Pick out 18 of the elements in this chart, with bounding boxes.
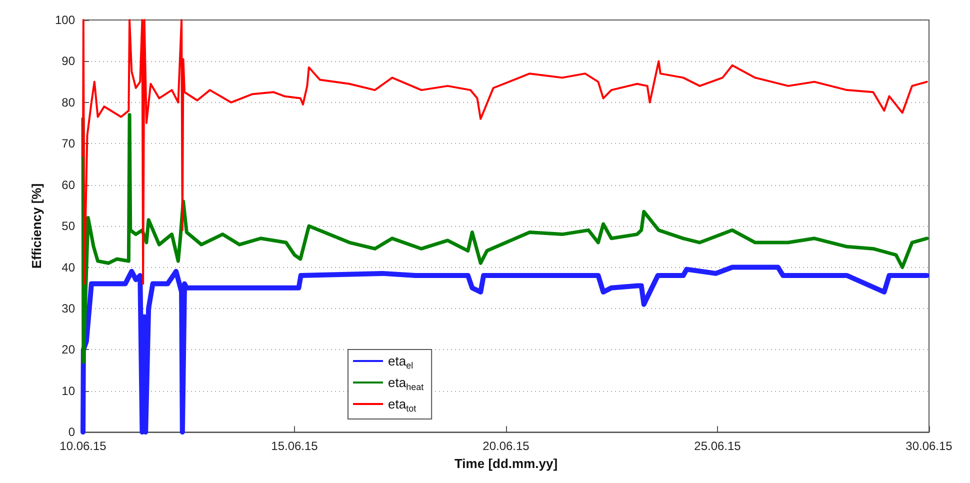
y-tick-label: 40 [62, 260, 76, 274]
y-tick-label: 90 [62, 54, 76, 68]
y-tick-label: 80 [62, 95, 76, 110]
x-tick-label: 20.06.15 [482, 439, 530, 454]
y-tick-label: 60 [62, 178, 76, 192]
y-tick-label: 50 [62, 219, 76, 234]
y-tick-label: 30 [62, 301, 76, 316]
y-tick-label: 70 [62, 136, 76, 151]
y-axis-title: Efficiency [%] [29, 183, 44, 269]
y-tick-label: 0 [68, 425, 76, 440]
y-tick-label: 10 [62, 384, 76, 398]
x-axis-title: Time [dd.mm.yy] [454, 456, 558, 471]
y-tick-label: 100 [54, 13, 76, 27]
x-tick-label: 30.06.15 [906, 439, 953, 454]
x-tick-label: 25.06.15 [694, 439, 742, 454]
x-tick-label: 15.06.15 [271, 439, 318, 454]
x-tick-label: 10.06.15 [60, 439, 107, 454]
y-tick-label: 20 [62, 342, 76, 357]
